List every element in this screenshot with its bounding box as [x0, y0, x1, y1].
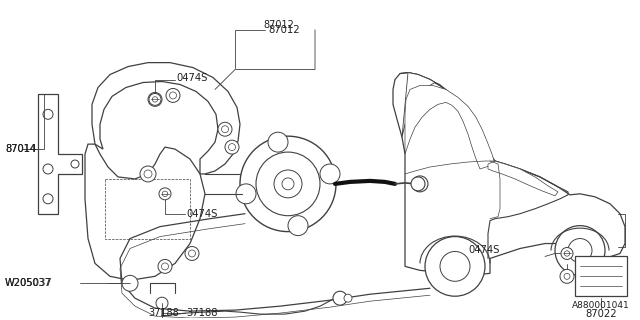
Circle shape — [564, 251, 570, 256]
Circle shape — [561, 247, 573, 260]
Circle shape — [274, 170, 302, 198]
Circle shape — [166, 88, 180, 102]
Circle shape — [221, 126, 228, 133]
Circle shape — [43, 194, 53, 204]
Text: 37188: 37188 — [186, 308, 218, 318]
Text: A880001041: A880001041 — [572, 301, 630, 310]
Polygon shape — [38, 94, 82, 214]
Circle shape — [159, 188, 171, 200]
Circle shape — [161, 263, 168, 270]
Circle shape — [189, 250, 195, 257]
Text: W205037: W205037 — [5, 278, 52, 288]
Circle shape — [228, 144, 236, 151]
Circle shape — [288, 216, 308, 236]
Text: 87014: 87014 — [5, 144, 36, 154]
Circle shape — [333, 291, 347, 305]
Circle shape — [152, 97, 157, 102]
Circle shape — [170, 92, 177, 99]
Polygon shape — [405, 85, 495, 169]
Text: 87014: 87014 — [5, 144, 36, 154]
Circle shape — [218, 122, 232, 136]
Circle shape — [256, 152, 320, 216]
Circle shape — [412, 176, 428, 192]
Polygon shape — [402, 73, 495, 161]
Circle shape — [344, 294, 352, 302]
Text: 0474S: 0474S — [186, 209, 218, 219]
Circle shape — [149, 93, 161, 105]
Circle shape — [555, 226, 605, 275]
Circle shape — [43, 164, 53, 174]
Circle shape — [158, 260, 172, 273]
Circle shape — [152, 96, 159, 103]
Text: 0474S: 0474S — [176, 73, 207, 83]
Text: W205037: W205037 — [5, 278, 52, 288]
Polygon shape — [393, 73, 625, 274]
Circle shape — [236, 184, 256, 204]
Circle shape — [225, 140, 239, 154]
Polygon shape — [92, 63, 240, 174]
Circle shape — [163, 191, 168, 196]
Polygon shape — [85, 144, 205, 280]
Circle shape — [185, 246, 199, 260]
Circle shape — [43, 109, 53, 119]
Circle shape — [71, 160, 79, 168]
Text: 87012: 87012 — [268, 25, 300, 35]
Polygon shape — [488, 161, 558, 196]
Circle shape — [122, 275, 138, 291]
Text: 87012: 87012 — [263, 20, 294, 30]
Text: 0474S: 0474S — [468, 245, 500, 255]
Text: 87022: 87022 — [585, 309, 617, 319]
Circle shape — [425, 236, 485, 296]
Bar — [575, 256, 627, 296]
Circle shape — [282, 178, 294, 190]
Circle shape — [144, 170, 152, 178]
Circle shape — [416, 180, 424, 188]
Text: 37188: 37188 — [148, 308, 179, 318]
Circle shape — [411, 177, 425, 191]
Circle shape — [156, 297, 168, 309]
Circle shape — [564, 273, 570, 279]
Circle shape — [268, 132, 288, 152]
Circle shape — [148, 92, 162, 106]
Circle shape — [320, 164, 340, 184]
Circle shape — [240, 136, 336, 232]
Circle shape — [560, 269, 574, 283]
Circle shape — [440, 252, 470, 281]
Circle shape — [140, 166, 156, 182]
Circle shape — [568, 239, 592, 262]
